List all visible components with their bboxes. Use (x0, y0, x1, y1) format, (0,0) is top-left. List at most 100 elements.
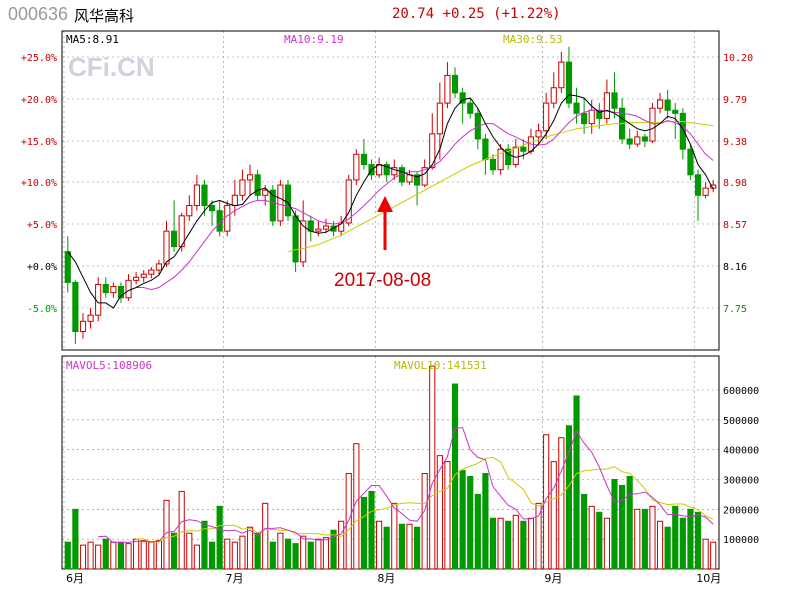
volume-bar (193, 544, 200, 570)
volume-bar (269, 541, 276, 570)
volume-tick-label: 500000 (723, 416, 759, 427)
candle-up (262, 189, 269, 196)
candle-up (239, 179, 246, 196)
y-left-tick-label: +5.0% (27, 220, 57, 231)
x-tick-label: 9月 (544, 572, 562, 585)
volume-bar (353, 443, 360, 570)
candle-down (664, 99, 671, 111)
candle-up (391, 167, 398, 176)
candle-up (246, 174, 254, 181)
volume-bar (611, 479, 618, 570)
x-tick-label: 7月 (225, 572, 243, 585)
volume-bar (444, 461, 451, 570)
candle-up (322, 225, 330, 230)
volume-bar (581, 493, 588, 570)
volume-bar (262, 502, 269, 570)
volume-bar (421, 473, 428, 570)
y-left-tick-label: +0.0% (27, 262, 57, 273)
volume-bar (429, 365, 436, 570)
candle-up (315, 228, 322, 232)
volume-bar (254, 532, 261, 570)
candle-up (588, 109, 595, 125)
candle-down (459, 92, 466, 104)
volume-bar (619, 484, 626, 570)
candle-up (649, 107, 656, 142)
candle-up (87, 314, 94, 322)
ma5-legend: MA5:8.91 (66, 33, 119, 46)
volume-bar (497, 517, 504, 570)
candle-up (125, 279, 132, 299)
volume-bar (376, 520, 383, 570)
volume-tick-label: 600000 (723, 386, 759, 397)
candle-up (429, 133, 436, 169)
y-right-tick-label: 10.20 (723, 53, 753, 64)
candle-up (702, 187, 709, 196)
volume-bar (64, 541, 71, 570)
candle-down (679, 112, 686, 150)
volume-bar (596, 511, 603, 570)
ma30-name: MA30 (503, 33, 530, 46)
y-left-tick-label: +10.0% (21, 178, 57, 189)
ma5-line (67, 94, 714, 309)
volume-bar (338, 520, 345, 570)
volume-bar (246, 526, 254, 570)
volume-bar (148, 541, 155, 570)
candle-down (694, 174, 702, 196)
candle-up (550, 87, 557, 104)
volume-bar (702, 538, 709, 570)
candle-up (79, 320, 87, 333)
volume-bar (687, 508, 694, 570)
candle-down (505, 148, 512, 166)
volume-bar (512, 514, 519, 570)
candle-up (512, 146, 519, 166)
volume-bar (315, 538, 322, 570)
candle-up (163, 230, 170, 265)
y-right-tick-label: 9.38 (723, 137, 747, 148)
volume-bar (413, 526, 421, 570)
x-tick-label: 6月 (66, 572, 84, 585)
volume-tick-label: 400000 (723, 446, 759, 457)
candle-down (383, 164, 390, 176)
volume-bar (360, 496, 368, 570)
volume-bar (216, 505, 223, 570)
volume-bar (459, 470, 466, 570)
ma30-legend: MA30:9.53 (503, 33, 563, 46)
volume-bars (64, 365, 717, 570)
volume-bar (133, 538, 140, 570)
y-left-tick-label: +15.0% (21, 137, 57, 148)
ma5-name: MA5 (66, 33, 86, 46)
candle-down (687, 148, 694, 176)
volume-bar (451, 383, 459, 570)
mavol10-line (136, 456, 714, 543)
volume-bar (208, 541, 216, 570)
volume-panel-frame (61, 355, 720, 570)
candle-down (565, 61, 573, 104)
candle-down (102, 283, 109, 294)
ma10-line (136, 109, 714, 291)
candle-down (64, 251, 71, 283)
candle-up (543, 102, 550, 132)
volume-bar (201, 520, 208, 570)
ma10-legend: MA10:9.19 (284, 33, 344, 46)
candle-down (72, 281, 79, 333)
price-panel-frame (61, 30, 720, 351)
candle-up (186, 205, 193, 217)
volume-tick-label: 200000 (723, 505, 759, 516)
volume-bar (300, 535, 307, 570)
volume-bar (110, 541, 117, 570)
volume-bar (588, 505, 595, 570)
volume-bar (284, 538, 292, 570)
candle-up (178, 215, 185, 248)
candle-up (656, 99, 664, 109)
candle-down (573, 102, 580, 114)
volume-bar (140, 540, 147, 570)
volume-bar (406, 523, 413, 570)
volume-bar (391, 502, 398, 570)
candle-down (451, 74, 459, 94)
watermark: CFi.CN (68, 52, 155, 82)
candle-down (284, 184, 292, 217)
candle-up (558, 61, 565, 89)
volume-bar (125, 543, 132, 570)
candle-up (110, 285, 117, 294)
